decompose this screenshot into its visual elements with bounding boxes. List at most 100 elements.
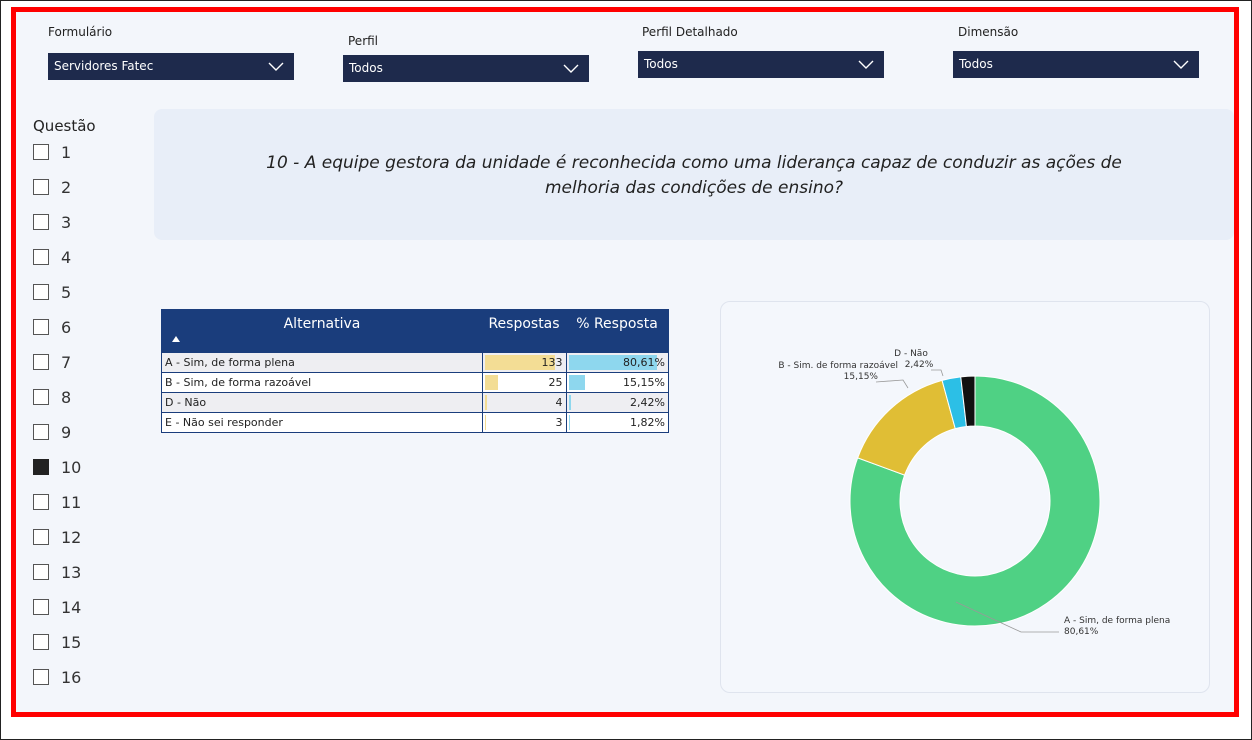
cell-text: D - Não [165,396,207,409]
checkbox[interactable] [33,494,49,510]
filter-label: Dimensão [958,25,1019,39]
chevron [268,62,284,71]
option-label: 4 [61,248,72,267]
leader-line [955,601,1059,633]
leader-line [931,369,944,377]
checkbox[interactable] [33,634,49,650]
cell: 80,61% [565,352,669,373]
data-bar [568,375,586,390]
answers-table: Alternativa Respostas % Resposta A - Sim, d… [161,309,669,433]
data-bar [484,355,555,370]
table-row: E - Não sei responder 3 1,82% [161,412,669,433]
dropdown[interactable]: Todos [953,51,1199,78]
option-label: 9 [61,423,72,442]
cell: A - Sim, de forma plena [161,352,482,373]
header-row: Alternativa Respostas % Resposta [161,309,669,353]
cell: D - Não [161,392,482,413]
checkbox[interactable] [33,424,49,440]
cell-text: 1,82% [630,416,665,429]
dropdown[interactable]: Servidores Fatec [48,53,294,80]
slice-label: A - Sim, de forma plena [1064,616,1170,626]
donut-slice [857,379,956,476]
table-row: D - Não 4 2,42% [161,392,669,413]
option-label: 5 [61,283,72,302]
dropdown-value: Todos [959,57,993,71]
cell: 4 [481,392,566,413]
donut-slice [960,375,976,428]
donut-slice [849,375,1101,627]
header-text: Alternativa [283,316,361,332]
checkbox[interactable] [33,599,49,615]
checkbox[interactable] [33,669,49,685]
checkbox[interactable] [33,319,49,335]
checkbox[interactable] [33,179,49,195]
slice-label: D - Não [894,349,928,359]
header-text: Respostas [488,316,560,332]
option-label: 14 [61,598,82,617]
cell: B - Sim, de forma razoável [161,372,482,393]
option-label: 1 [61,143,72,162]
cell-text: B - Sim, de forma razoável [165,376,312,389]
chevron [858,60,874,69]
checkbox[interactable] [33,284,49,300]
cell: 2,42% [565,392,669,413]
dropdown-value: Servidores Fatec [54,59,154,73]
column-header: Alternativa [161,309,482,353]
header-text: % Resposta [576,316,658,332]
column-header: % Resposta [566,309,669,353]
dropdown-value: Todos [349,61,383,75]
cell-text: 2,42% [630,396,665,409]
checkbox[interactable] [33,564,49,580]
checkbox[interactable] [33,354,49,370]
cell-text: 4 [555,396,563,409]
option-label: 7 [61,353,72,372]
filter-label: Perfil [348,34,379,48]
dashboard: 10 - A equipe gestora da unidade é recon… [11,7,1239,717]
slice-value-label: 15,15% [844,372,879,382]
option-label: 6 [61,318,72,337]
cell-text: 80,61% [623,356,665,369]
cell: 133 [481,352,566,373]
slice-value-label: 2,42% [905,360,934,370]
option-label: 10 [61,458,82,477]
dropdown[interactable]: Todos [343,55,589,82]
data-bar [484,375,498,390]
checkbox[interactable] [33,459,49,475]
slice-label: B - Sim. de forma razoável [778,361,898,371]
option-label: 16 [61,668,82,687]
checkbox[interactable] [33,529,49,545]
checkbox[interactable] [33,389,49,405]
dropdown-value: Todos [644,57,678,71]
checkbox[interactable] [33,214,49,230]
donut-card: A - Sim, de forma plena 80,61% B - Sim. de… [720,301,1210,693]
cell: 25 [481,372,566,393]
chevron [1173,60,1189,69]
data-bar [568,355,657,370]
option-label: 13 [61,563,82,582]
cell: 3 [481,412,566,433]
cell-text: 3 [555,416,563,429]
option-label: 15 [61,633,82,652]
filter-label: Formulário [48,25,113,39]
sort-arrow [171,336,180,342]
option-label: 2 [61,178,72,197]
dropdown[interactable]: Todos [638,51,884,78]
checkbox[interactable] [33,144,49,160]
option-label: 8 [61,388,72,407]
slice-value-label: 80,61% [1064,627,1099,637]
column-header: Respostas [482,309,566,353]
question-card: 10 - A equipe gestora da unidade é recon… [154,109,1234,240]
cell: 1,82% [565,412,669,433]
option-label: 12 [61,528,82,547]
cell-text: 15,15% [623,376,665,389]
question-text: 10 - A equipe gestora da unidade é recon… [266,153,1122,198]
checkbox[interactable] [33,249,49,265]
chevron [563,64,579,73]
questao-label: Questão [33,117,96,135]
cell: 15,15% [565,372,669,393]
cell-text: A - Sim, de forma plena [165,356,295,369]
table-row: A - Sim, de forma plena 133 80,61% [161,352,669,373]
data-bar [568,415,571,430]
